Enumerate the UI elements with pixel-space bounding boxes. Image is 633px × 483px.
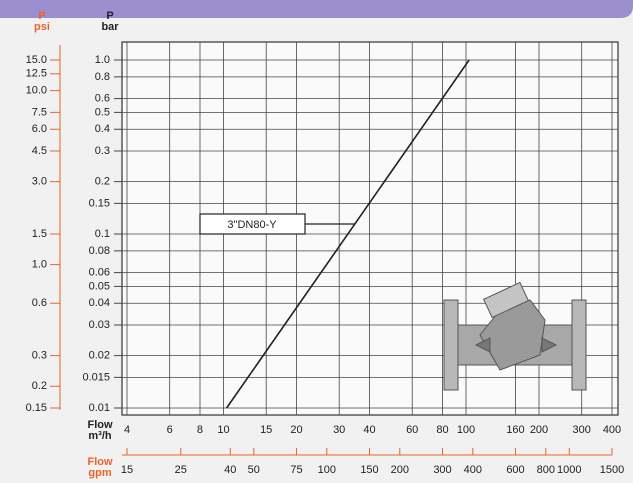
- y2-unit: psi: [34, 21, 50, 33]
- series-line: [225, 59, 470, 409]
- y2-tick-label: 1.0: [32, 259, 47, 271]
- x2-unit: gpm: [88, 467, 111, 479]
- marks: 3"DN80-Y: [199, 59, 470, 409]
- y-tick-label: 0.4: [95, 123, 110, 135]
- y2-tick-label: 10.0: [26, 85, 47, 97]
- valve-icon: [443, 281, 587, 391]
- y-tick-label: 0.015: [82, 371, 110, 383]
- x-tick-label: 160: [506, 424, 524, 436]
- label-box: [199, 213, 306, 235]
- y2-tick-label: 12.5: [26, 68, 47, 80]
- x-tick-label: 60: [406, 424, 418, 436]
- y-tick-label: 0.05: [89, 280, 110, 292]
- x-tick-label: 400: [603, 424, 621, 436]
- y-tick-label: 1.0: [95, 54, 110, 66]
- x-tick-label: 15: [260, 424, 272, 436]
- y-tick-label: 0.04: [89, 297, 110, 309]
- x2-tick-label: 100: [318, 464, 336, 476]
- x-tick-label: 200: [530, 424, 548, 436]
- y-tick-label: 0.8: [95, 71, 110, 83]
- y2-tick-label: 0.2: [32, 380, 47, 392]
- y2-title: P: [38, 10, 45, 22]
- x-tick-label: 6: [167, 424, 173, 436]
- y2-tick-label: 0.3: [32, 350, 47, 362]
- y-tick-label: 0.1: [95, 228, 110, 240]
- x2-tick-label: 50: [248, 464, 260, 476]
- y-tick-label: 0.2: [95, 176, 110, 188]
- x-title: Flow: [87, 419, 112, 431]
- header-band: [0, 0, 633, 18]
- y2-tick-label: 4.5: [32, 145, 47, 157]
- x-tick-label: 4: [124, 424, 130, 436]
- y-tick-label: 0.02: [89, 350, 110, 362]
- x2-tick-label: 75: [290, 464, 302, 476]
- series-label: 3"DN80-Y: [227, 219, 277, 231]
- x2-tick-label: 800: [537, 464, 555, 476]
- x-unit: m³/h: [88, 430, 112, 442]
- y-tick-label: 0.3: [95, 145, 110, 157]
- y2-tick-label: 15.0: [26, 54, 47, 66]
- y2-tick-label: 0.6: [32, 297, 47, 309]
- x-tick-label: 40: [363, 424, 375, 436]
- y2-tick-label: 1.5: [32, 228, 47, 240]
- x2-tick-label: 300: [433, 464, 451, 476]
- x2-tick-label: 1500: [600, 464, 624, 476]
- x-tick-label: 20: [290, 424, 302, 436]
- x-tick-label: 30: [333, 424, 345, 436]
- x-tick-label: 300: [573, 424, 591, 436]
- y-tick-label: 0.06: [89, 267, 110, 279]
- x2-tick-label: 15: [121, 464, 133, 476]
- x-tick-label: 10: [217, 424, 229, 436]
- y2-tick-label: 0.15: [26, 402, 47, 414]
- x2-tick-label: 200: [391, 464, 409, 476]
- y-tick-label: 0.15: [89, 197, 110, 209]
- y-tick-label: 0.5: [95, 106, 110, 118]
- y-title: P: [106, 10, 113, 22]
- y-tick-label: 0.01: [89, 402, 110, 414]
- x2-tick-label: 400: [464, 464, 482, 476]
- x-tick-label: 8: [197, 424, 203, 436]
- y-tick-label: 0.6: [95, 93, 110, 105]
- y2-tick-label: 6.0: [32, 123, 47, 135]
- x2-tick-label: 25: [175, 464, 187, 476]
- y-tick-label: 0.03: [89, 319, 110, 331]
- y2-tick-label: 7.5: [32, 106, 47, 118]
- x2-tick-label: 40: [224, 464, 236, 476]
- y-tick-label: 0.08: [89, 245, 110, 257]
- x-tick-label: 100: [457, 424, 475, 436]
- y-unit: bar: [101, 21, 119, 33]
- x-tick-label: 80: [436, 424, 448, 436]
- y2-tick-label: 3.0: [32, 176, 47, 188]
- x2-tick-label: 1000: [557, 464, 581, 476]
- x2-tick-label: 600: [506, 464, 524, 476]
- x2-tick-label: 150: [360, 464, 378, 476]
- x2-title: Flow: [87, 456, 112, 468]
